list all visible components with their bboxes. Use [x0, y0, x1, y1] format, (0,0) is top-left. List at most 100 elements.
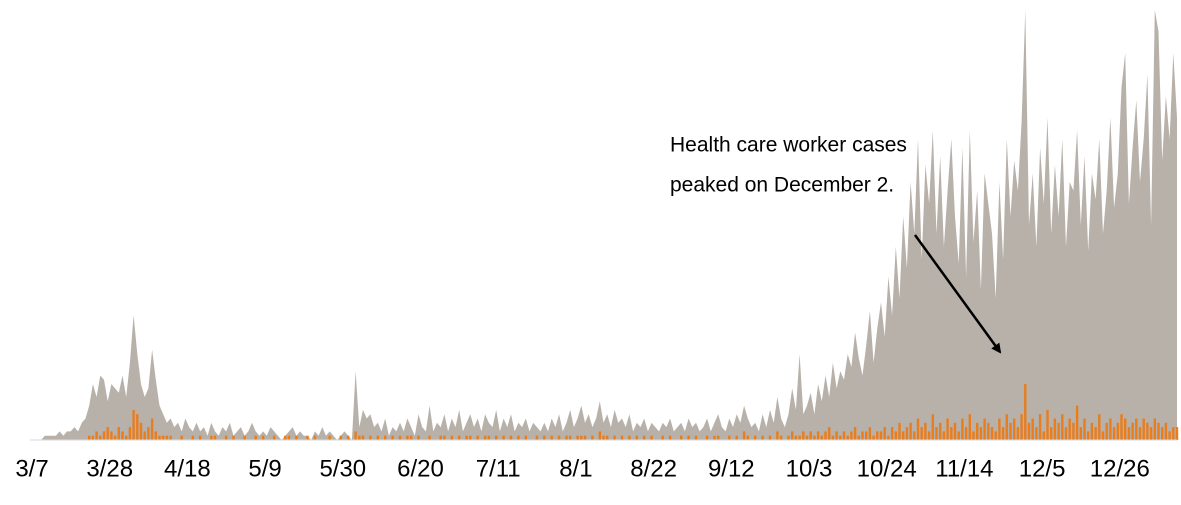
bar — [1142, 418, 1145, 440]
bar — [502, 435, 505, 440]
bar — [409, 435, 413, 440]
bar — [839, 435, 842, 440]
plot-area — [30, 10, 1179, 441]
bar — [128, 427, 132, 440]
bar — [787, 435, 790, 440]
bar — [1053, 418, 1057, 440]
bar — [790, 431, 794, 440]
bar — [879, 431, 883, 440]
bar — [794, 435, 798, 440]
bar — [1061, 414, 1064, 440]
bar — [1101, 431, 1105, 440]
bar — [913, 431, 916, 440]
bar — [938, 422, 942, 440]
bar — [898, 422, 901, 440]
x-tick-label: 12/26 — [1090, 455, 1150, 482]
x-tick-label: 5/30 — [319, 455, 366, 482]
bar — [1075, 405, 1079, 440]
bar — [602, 435, 605, 440]
bar — [95, 431, 98, 440]
bar — [1172, 427, 1175, 440]
bar — [494, 435, 498, 440]
x-tick-label: 3/7 — [15, 455, 48, 482]
bar — [524, 435, 528, 440]
bar — [1072, 422, 1075, 440]
bar — [1131, 422, 1134, 440]
bar — [261, 435, 265, 440]
bar — [642, 435, 646, 440]
x-tick-label: 10/3 — [786, 455, 833, 482]
bar — [987, 422, 990, 440]
bar — [121, 431, 124, 440]
bar — [735, 435, 738, 440]
bar — [998, 418, 1001, 440]
bar — [975, 422, 979, 440]
bar — [694, 435, 698, 440]
bar — [161, 435, 165, 440]
bar — [994, 431, 997, 440]
bar — [1049, 427, 1053, 440]
bar — [1035, 427, 1038, 440]
bar — [768, 435, 772, 440]
bar — [1123, 418, 1127, 440]
bar — [361, 435, 365, 440]
bar — [1138, 427, 1142, 440]
bar — [946, 418, 949, 440]
bar — [598, 431, 602, 440]
bar — [872, 435, 875, 440]
bar — [1020, 414, 1023, 440]
bar — [779, 435, 783, 440]
bar — [328, 435, 331, 440]
bar — [580, 435, 583, 440]
bar — [924, 422, 927, 440]
bar — [169, 435, 172, 440]
bar — [1146, 422, 1149, 440]
bar — [1001, 427, 1005, 440]
bar — [950, 427, 953, 440]
bar — [820, 435, 824, 440]
bar — [1149, 427, 1153, 440]
bar — [576, 435, 579, 440]
bar — [1046, 409, 1049, 440]
bar — [1031, 418, 1034, 440]
bar — [91, 435, 95, 440]
bar — [605, 435, 609, 440]
bar — [827, 427, 831, 440]
bar — [232, 435, 235, 440]
bar — [1016, 427, 1020, 440]
bar — [417, 435, 420, 440]
bar — [243, 435, 246, 440]
bar — [1090, 422, 1094, 440]
bar — [543, 435, 546, 440]
bar — [346, 435, 350, 440]
bar — [883, 427, 886, 440]
bar — [191, 435, 195, 440]
bar — [868, 427, 872, 440]
bar — [517, 435, 520, 440]
bar — [650, 435, 653, 440]
bar — [728, 435, 731, 440]
bar — [136, 414, 139, 440]
bar — [1009, 422, 1012, 440]
bar — [110, 431, 113, 440]
bar — [953, 422, 957, 440]
bar — [154, 431, 158, 440]
bar — [358, 435, 361, 440]
bar — [961, 418, 964, 440]
bar — [439, 435, 442, 440]
annotation-line: Health care worker cases — [670, 134, 907, 157]
bar — [742, 431, 746, 440]
bar — [746, 435, 750, 440]
bar — [591, 435, 594, 440]
x-tick-label: 6/20 — [397, 455, 444, 482]
x-tick-label: 5/9 — [248, 455, 281, 482]
x-tick-label: 9/12 — [708, 455, 755, 482]
bar — [927, 431, 931, 440]
bar — [972, 431, 975, 440]
bar — [1064, 427, 1068, 440]
bar — [809, 431, 812, 440]
bar — [968, 414, 972, 440]
bar — [920, 427, 923, 440]
bar — [535, 435, 539, 440]
